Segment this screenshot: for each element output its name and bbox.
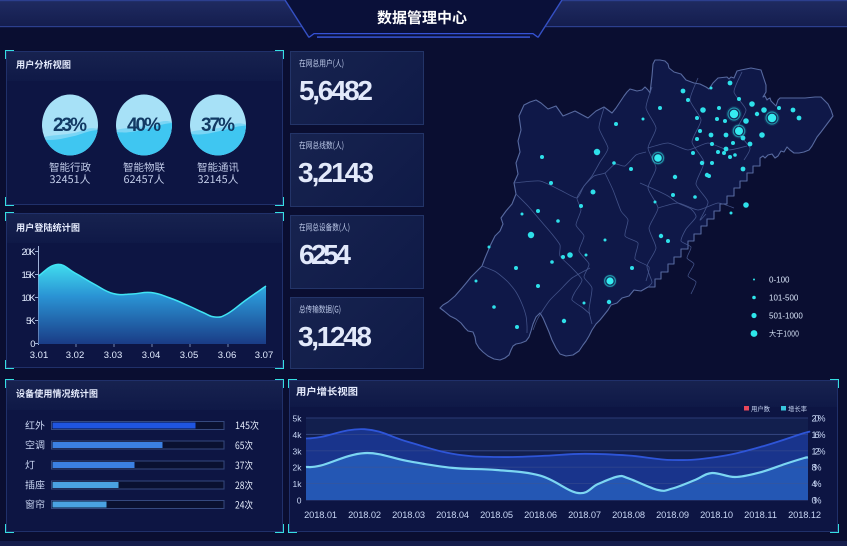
svg-text:0-100: 0-100 <box>769 276 790 285</box>
svg-text:3.01: 3.01 <box>30 350 49 361</box>
svg-text:8%: 8% <box>812 463 822 473</box>
svg-text:0: 0 <box>30 339 35 350</box>
svg-text:5,6482: 5,6482 <box>299 75 373 106</box>
svg-text:101-500: 101-500 <box>769 294 799 303</box>
svg-text:4%: 4% <box>812 479 822 489</box>
svg-text:501-1000: 501-1000 <box>769 312 803 321</box>
svg-text:0: 0 <box>297 496 302 506</box>
svg-text:3,2143: 3,2143 <box>298 157 374 188</box>
svg-text:3.07: 3.07 <box>255 350 274 361</box>
svg-text:3.03: 3.03 <box>104 350 123 361</box>
svg-text:0%: 0% <box>812 496 822 506</box>
svg-text:2018.04: 2018.04 <box>436 510 469 520</box>
svg-text:2018.06: 2018.06 <box>524 510 557 520</box>
svg-text:2k: 2k <box>293 463 303 473</box>
svg-text:40%: 40% <box>127 115 161 136</box>
svg-text:3.05: 3.05 <box>180 350 199 361</box>
svg-text:6254: 6254 <box>299 239 351 270</box>
svg-text:2018.09: 2018.09 <box>656 510 689 520</box>
svg-text:20K: 20K <box>22 247 37 258</box>
svg-text:3.06: 3.06 <box>218 350 237 361</box>
svg-text:5K: 5K <box>26 316 36 327</box>
svg-text:3.04: 3.04 <box>142 350 161 361</box>
svg-text:2018.05: 2018.05 <box>480 510 513 520</box>
svg-text:16%: 16% <box>812 430 826 440</box>
svg-text:2018.08: 2018.08 <box>612 510 645 520</box>
svg-text:2018.07: 2018.07 <box>568 510 601 520</box>
svg-text:2018.11: 2018.11 <box>744 510 777 520</box>
svg-text:2018.10: 2018.10 <box>700 510 733 520</box>
svg-text:10K: 10K <box>22 293 37 304</box>
svg-text:2018.12: 2018.12 <box>788 510 821 520</box>
svg-text:15K: 15K <box>22 270 37 281</box>
svg-text:12%: 12% <box>812 446 826 456</box>
svg-text:1k: 1k <box>293 479 303 489</box>
svg-text:2018.01: 2018.01 <box>304 510 337 520</box>
svg-text:20%: 20% <box>812 414 826 424</box>
svg-text:5k: 5k <box>293 414 303 424</box>
svg-text:2018.03: 2018.03 <box>392 510 425 520</box>
svg-text:3,1248: 3,1248 <box>298 321 372 352</box>
svg-text:23%: 23% <box>53 115 87 136</box>
svg-text:3.02: 3.02 <box>66 350 85 361</box>
svg-text:37%: 37% <box>201 115 235 136</box>
svg-text:3k: 3k <box>293 446 303 456</box>
svg-text:4k: 4k <box>293 430 303 440</box>
svg-text:2018.02: 2018.02 <box>348 510 381 520</box>
